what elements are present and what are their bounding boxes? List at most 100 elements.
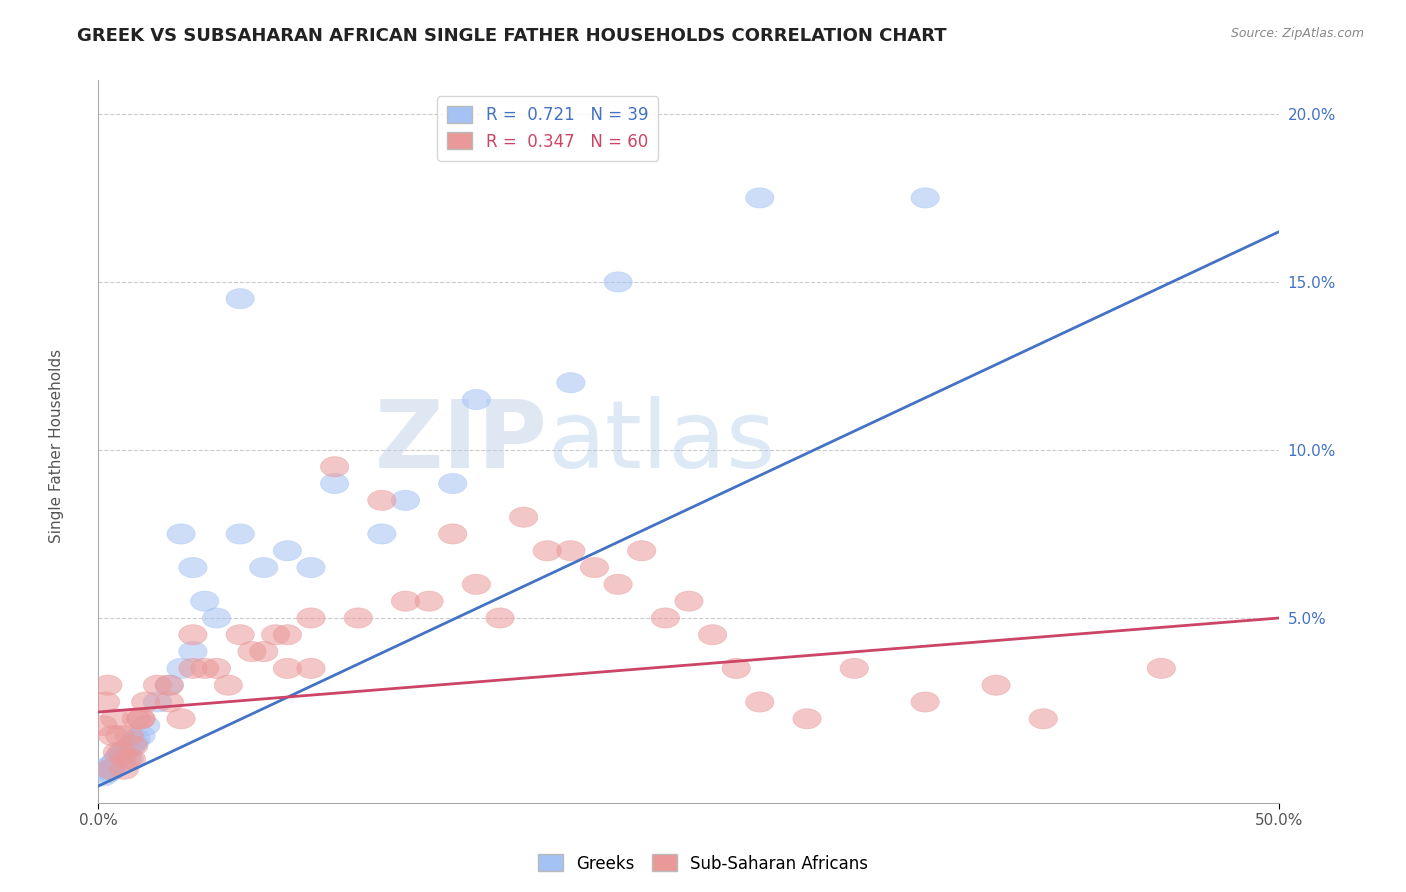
Ellipse shape <box>699 624 727 645</box>
Ellipse shape <box>226 524 254 544</box>
Ellipse shape <box>108 752 136 772</box>
Ellipse shape <box>533 541 561 561</box>
Ellipse shape <box>273 541 301 561</box>
Ellipse shape <box>651 607 679 628</box>
Ellipse shape <box>110 759 139 780</box>
Ellipse shape <box>557 541 585 561</box>
Ellipse shape <box>226 289 254 309</box>
Legend: R =  0.721   N = 39, R =  0.347   N = 60: R = 0.721 N = 39, R = 0.347 N = 60 <box>437 95 658 161</box>
Ellipse shape <box>439 524 467 544</box>
Ellipse shape <box>250 641 278 662</box>
Ellipse shape <box>155 675 183 695</box>
Ellipse shape <box>627 541 655 561</box>
Ellipse shape <box>112 739 141 759</box>
Ellipse shape <box>202 658 231 679</box>
Ellipse shape <box>122 729 150 749</box>
Ellipse shape <box>911 188 939 208</box>
Ellipse shape <box>1029 709 1057 729</box>
Ellipse shape <box>262 624 290 645</box>
Legend: Greeks, Sub-Saharan Africans: Greeks, Sub-Saharan Africans <box>531 847 875 880</box>
Ellipse shape <box>368 491 396 510</box>
Text: ZIP: ZIP <box>374 395 547 488</box>
Ellipse shape <box>745 188 773 208</box>
Ellipse shape <box>391 491 419 510</box>
Ellipse shape <box>98 759 127 780</box>
Text: Single Father Households: Single Father Households <box>49 349 63 543</box>
Ellipse shape <box>273 658 301 679</box>
Text: Source: ZipAtlas.com: Source: ZipAtlas.com <box>1230 27 1364 40</box>
Ellipse shape <box>344 607 373 628</box>
Ellipse shape <box>1147 658 1175 679</box>
Ellipse shape <box>120 732 148 752</box>
Ellipse shape <box>96 756 124 776</box>
Ellipse shape <box>112 749 141 769</box>
Ellipse shape <box>297 607 325 628</box>
Ellipse shape <box>110 742 139 763</box>
Ellipse shape <box>605 272 633 292</box>
Ellipse shape <box>117 736 146 756</box>
Ellipse shape <box>179 558 207 578</box>
Ellipse shape <box>745 692 773 712</box>
Ellipse shape <box>463 574 491 594</box>
Ellipse shape <box>486 607 515 628</box>
Ellipse shape <box>167 524 195 544</box>
Ellipse shape <box>581 558 609 578</box>
Ellipse shape <box>273 624 301 645</box>
Ellipse shape <box>94 675 122 695</box>
Ellipse shape <box>103 749 132 769</box>
Ellipse shape <box>91 759 120 780</box>
Ellipse shape <box>981 675 1010 695</box>
Ellipse shape <box>723 658 751 679</box>
Ellipse shape <box>557 373 585 392</box>
Ellipse shape <box>911 692 939 712</box>
Ellipse shape <box>675 591 703 611</box>
Ellipse shape <box>101 752 129 772</box>
Ellipse shape <box>105 746 134 766</box>
Ellipse shape <box>250 558 278 578</box>
Ellipse shape <box>103 742 132 763</box>
Ellipse shape <box>96 759 124 780</box>
Ellipse shape <box>509 507 537 527</box>
Ellipse shape <box>297 658 325 679</box>
Ellipse shape <box>115 749 143 769</box>
Ellipse shape <box>122 709 150 729</box>
Ellipse shape <box>841 658 869 679</box>
Ellipse shape <box>179 658 207 679</box>
Ellipse shape <box>439 474 467 493</box>
Ellipse shape <box>463 390 491 409</box>
Ellipse shape <box>321 457 349 477</box>
Ellipse shape <box>94 763 122 782</box>
Ellipse shape <box>155 692 183 712</box>
Ellipse shape <box>167 709 195 729</box>
Ellipse shape <box>202 607 231 628</box>
Ellipse shape <box>297 558 325 578</box>
Ellipse shape <box>321 474 349 493</box>
Ellipse shape <box>101 709 129 729</box>
Ellipse shape <box>132 692 160 712</box>
Ellipse shape <box>89 766 117 786</box>
Ellipse shape <box>91 692 120 712</box>
Ellipse shape <box>89 715 117 736</box>
Ellipse shape <box>108 742 136 763</box>
Ellipse shape <box>605 574 633 594</box>
Ellipse shape <box>238 641 266 662</box>
Text: GREEK VS SUBSAHARAN AFRICAN SINGLE FATHER HOUSEHOLDS CORRELATION CHART: GREEK VS SUBSAHARAN AFRICAN SINGLE FATHE… <box>77 27 948 45</box>
Text: atlas: atlas <box>547 395 776 488</box>
Ellipse shape <box>143 675 172 695</box>
Ellipse shape <box>127 709 155 729</box>
Ellipse shape <box>191 658 219 679</box>
Ellipse shape <box>155 675 183 695</box>
Ellipse shape <box>127 709 155 729</box>
Ellipse shape <box>368 524 396 544</box>
Ellipse shape <box>167 658 195 679</box>
Ellipse shape <box>120 736 148 756</box>
Ellipse shape <box>132 715 160 736</box>
Ellipse shape <box>793 709 821 729</box>
Ellipse shape <box>117 749 146 769</box>
Ellipse shape <box>214 675 242 695</box>
Ellipse shape <box>191 591 219 611</box>
Ellipse shape <box>127 725 155 746</box>
Ellipse shape <box>391 591 419 611</box>
Ellipse shape <box>179 624 207 645</box>
Ellipse shape <box>105 725 134 746</box>
